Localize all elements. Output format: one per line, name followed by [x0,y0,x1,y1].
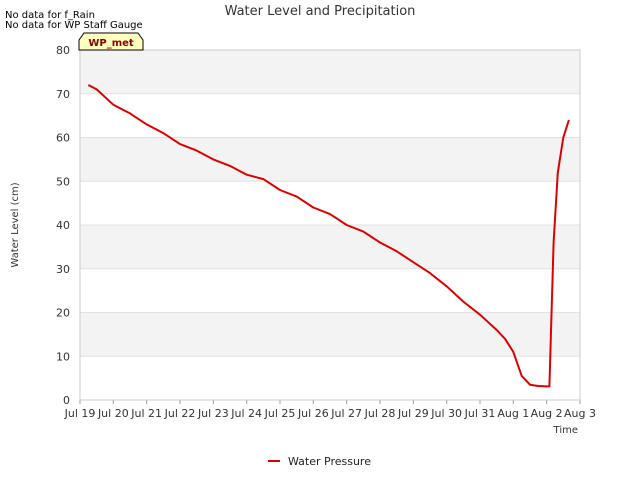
plot-band [80,312,580,357]
x-tick-label: Aug 2 [531,407,563,420]
plot-band [80,181,580,225]
note-no-rain: No data for f_Rain [5,10,95,21]
legend[interactable]: Water Pressure [268,455,371,468]
x-tick-label: Jul 22 [164,407,196,420]
plot-band [80,137,580,182]
plot-band [80,268,580,313]
plot-band [80,225,580,269]
plot-band [80,50,580,94]
y-axis-ticks: 0 10 20 30 40 50 60 70 80 [56,44,70,407]
y-tick-label: 70 [56,88,70,101]
x-tick-label: Jul 26 [297,407,329,420]
y-tick-label: 50 [56,175,70,188]
x-tick-label: Jul 28 [364,407,396,420]
y-tick-label: 80 [56,44,70,57]
plot-band [80,356,580,400]
x-tick-label: Jul 20 [97,407,129,420]
x-tick-label: Aug 3 [564,407,596,420]
y-tick-label: 20 [56,307,70,320]
legend-entry-water-pressure: Water Pressure [288,455,371,468]
x-tick-label: Jul 21 [130,407,162,420]
y-tick-label: 40 [56,219,70,232]
station-badge: WP_met [78,32,144,51]
plot-background [80,50,580,400]
x-axis-label: Time [553,425,578,436]
badge-label: WP_met [88,38,134,49]
note-no-staff-gauge: No data for WP Staff Gauge [5,20,143,31]
chart-title: Water Level and Precipitation [225,4,416,19]
x-tick-label: Jul 27 [330,407,362,420]
y-axis-label: Water Level (cm) [10,182,21,267]
plot-frame [79,49,581,401]
x-tick-label: Aug 1 [497,407,529,420]
x-tick-label: Jul 31 [464,407,496,420]
badge-shape [78,32,144,51]
x-tick-label: Jul 19 [64,407,96,420]
x-axis-ticks: Jul 19 Jul 20 Jul 21 Jul 22 Jul 23 Jul 24 Jul … [64,400,596,420]
plot-band [80,93,580,138]
x-tick-label: Jul 30 [430,407,462,420]
series-line-water-pressure [87,84,570,388]
x-tick-label: Jul 25 [264,407,296,420]
y-tick-label: 0 [63,394,70,407]
y-tick-label: 30 [56,263,70,276]
series-layer [87,84,570,388]
y-tick-label: 10 [56,350,70,363]
y-tick-label: 60 [56,132,70,145]
x-tick-label: Jul 24 [230,407,262,420]
x-tick-label: Jul 29 [397,407,429,420]
x-tick-label: Jul 23 [197,407,229,420]
